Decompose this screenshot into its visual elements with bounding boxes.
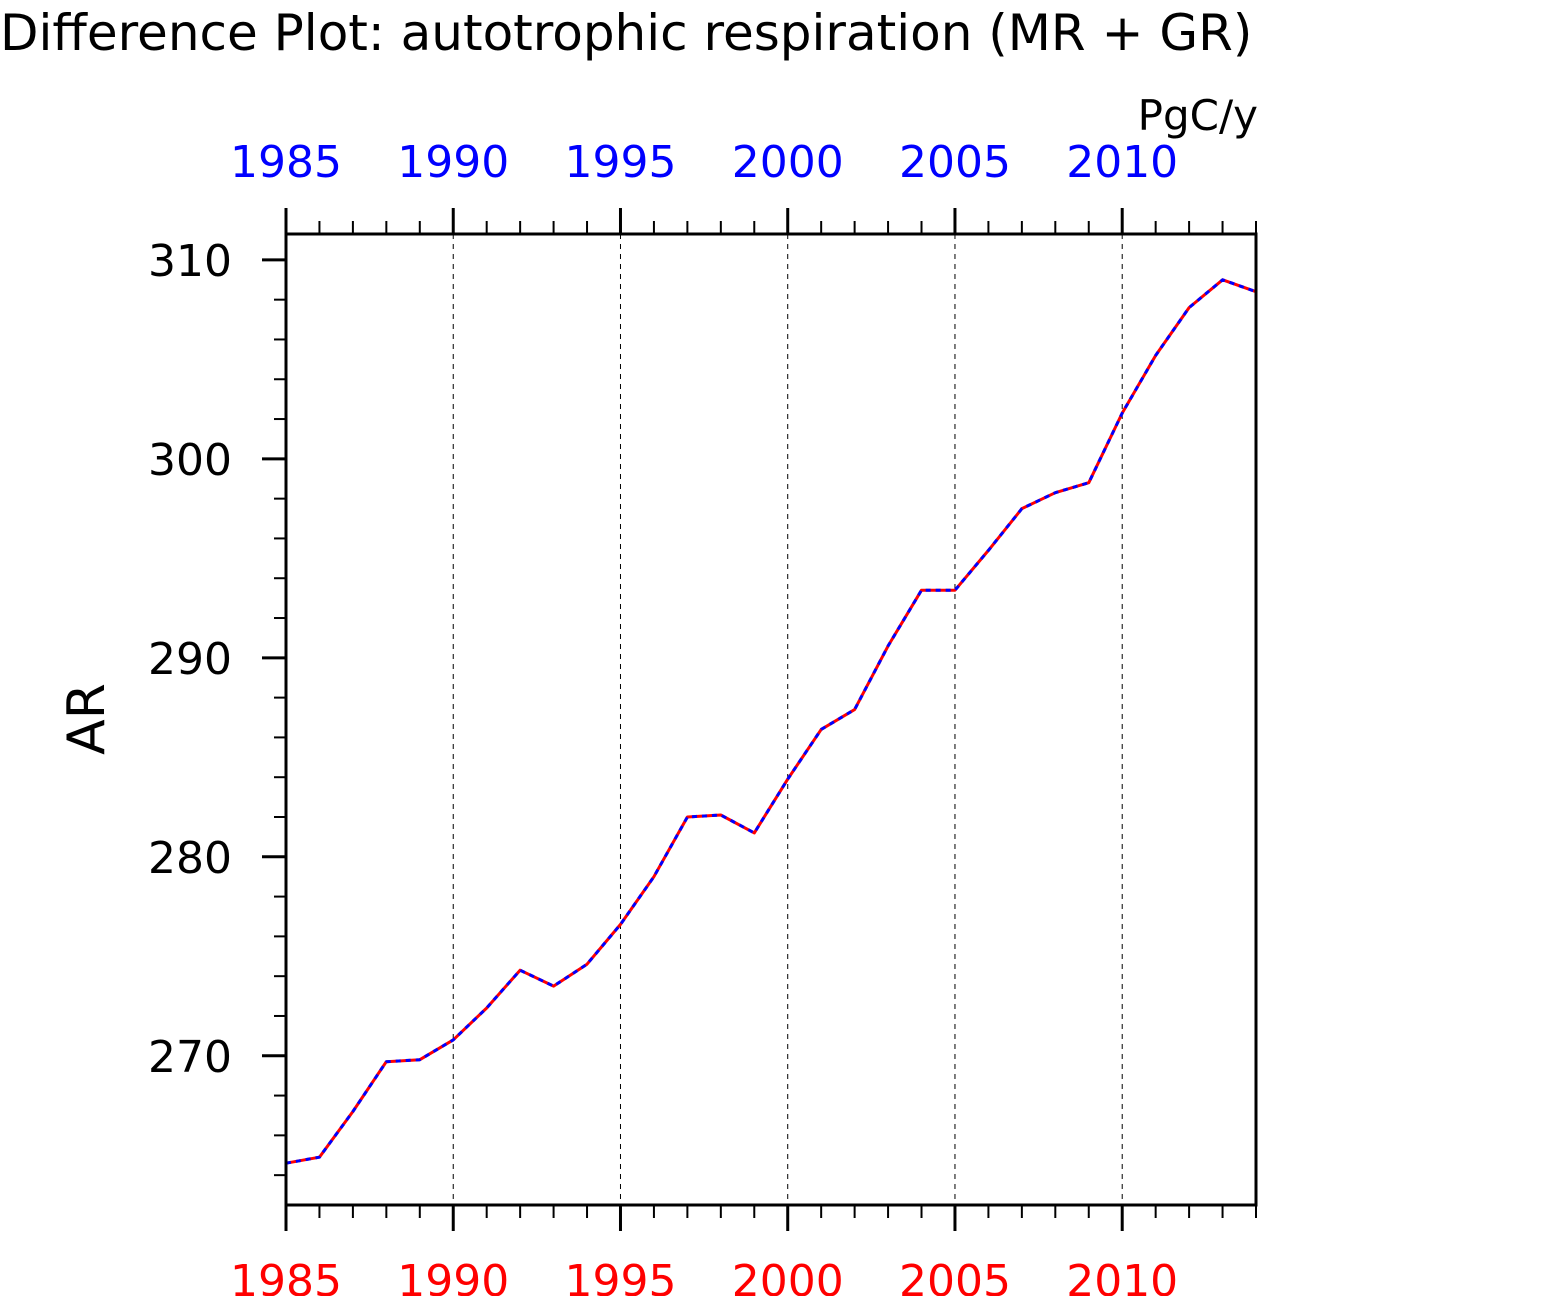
x-tick-label-bottom-1: 1990 <box>397 1256 509 1296</box>
y-tick-label-4: 310 <box>148 236 232 287</box>
y-tick-label-3: 300 <box>148 435 232 486</box>
x-tick-label-top-5: 2010 <box>1066 137 1178 188</box>
series-line-1 <box>285 278 1257 1165</box>
grid-lines <box>452 234 1123 1205</box>
x-tick-label-bottom-0: 1985 <box>230 1256 342 1296</box>
series-line-0 <box>285 278 1257 1165</box>
x-tick-label-top-3: 2000 <box>732 137 844 188</box>
x-tick-label-top-2: 1995 <box>564 137 676 188</box>
x-tick-label-bottom-2: 1995 <box>564 1256 676 1296</box>
x-tick-label-bottom-5: 2010 <box>1066 1256 1178 1296</box>
series-group <box>285 278 1257 1165</box>
units-label: PgC/y <box>1138 91 1258 140</box>
y-tick-label-1: 280 <box>148 833 232 884</box>
chart-title: Difference Plot: autotrophic respiration… <box>0 4 1252 62</box>
x-tick-label-top-4: 2005 <box>899 137 1011 188</box>
y-axis-label: AR <box>57 683 117 755</box>
axis-ticks <box>262 208 1257 1231</box>
x-tick-label-bottom-3: 2000 <box>732 1256 844 1296</box>
x-tick-label-top-0: 1985 <box>230 137 342 188</box>
x-tick-label-top-1: 1990 <box>397 137 509 188</box>
x-tick-label-bottom-4: 2005 <box>899 1256 1011 1296</box>
y-tick-label-0: 270 <box>148 1032 232 1083</box>
plot-frame <box>284 232 1258 1207</box>
y-tick-label-2: 290 <box>148 634 232 685</box>
tick-labels: 1985 1985 1990 1990 1995 1995 2000 2000 2005 2005… <box>148 137 1178 1300</box>
